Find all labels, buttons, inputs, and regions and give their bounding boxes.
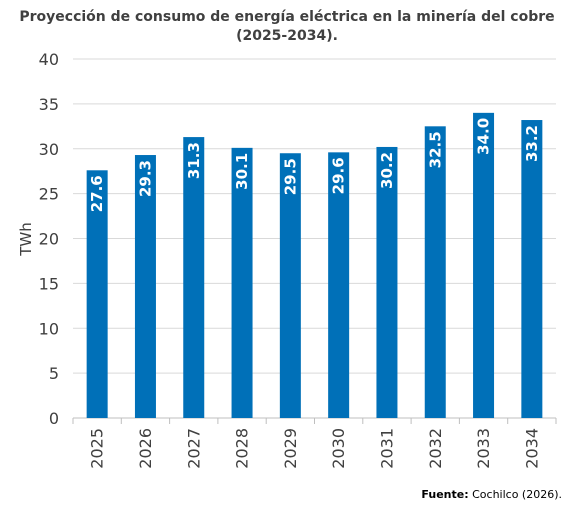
x-tick-label-2025: 2025 [88, 428, 107, 469]
y-tick-label: 20 [39, 230, 59, 249]
x-tick-label-2026: 2026 [136, 428, 155, 469]
x-tick-label-2028: 2028 [233, 428, 252, 469]
y-axis-label: TWh [17, 222, 35, 257]
bar-2026 [134, 155, 156, 418]
x-tick-label-2030: 2030 [329, 428, 348, 469]
data-label-2034: 33.2 [523, 125, 541, 162]
bar-2030 [328, 152, 350, 418]
x-tick-label-2031: 2031 [377, 428, 396, 469]
bar-2033 [473, 112, 495, 418]
bar-2029 [279, 153, 301, 419]
data-label-2033: 34.0 [475, 118, 493, 155]
bars [86, 112, 543, 419]
data-label-2030: 29.6 [330, 157, 348, 194]
bar-2028 [231, 147, 253, 419]
data-label-2026: 29.3 [136, 160, 154, 197]
bar-2027 [183, 137, 205, 418]
y-tick-label: 40 [39, 50, 59, 69]
data-label-2031: 30.2 [378, 152, 396, 189]
x-tick-label-2027: 2027 [184, 428, 203, 469]
y-tick-label: 35 [39, 95, 59, 114]
chart-title: Proyección de consumo de energía eléctri… [0, 8, 574, 46]
data-label-2029: 29.5 [281, 158, 299, 195]
y-tick-label: 10 [39, 319, 59, 338]
data-label-2027: 31.3 [185, 142, 203, 179]
bar-2025 [86, 170, 108, 418]
y-tick-label: 5 [49, 364, 59, 383]
y-tick-label: 15 [39, 274, 59, 293]
data-labels: 27.6 29.3 31.3 30.1 29.5 29.6 30.2 32.5 34.0 33.2 [88, 118, 541, 212]
chart-title-line-2: (2025-2034). [236, 28, 338, 44]
x-tick-label-2033: 2033 [474, 428, 493, 469]
source-label: Fuente: [421, 488, 469, 501]
chart-title-line-1: Proyección de consumo de energía eléctri… [19, 9, 555, 25]
x-tick-label-2032: 2032 [426, 428, 445, 469]
y-tick-label: 25 [39, 185, 59, 204]
x-tick-label-2029: 2029 [281, 428, 300, 469]
data-label-2028: 30.1 [233, 153, 251, 190]
y-tick-label: 30 [39, 140, 59, 159]
data-label-2032: 32.5 [426, 131, 444, 168]
source-note: Fuente: Cochilco (2026). [421, 488, 562, 501]
bar-2031 [376, 146, 398, 418]
source-text: Cochilco (2026). [472, 488, 562, 501]
bar-2034 [521, 120, 543, 418]
data-label-2025: 27.6 [88, 175, 106, 212]
y-tick-label: 0 [49, 409, 59, 428]
bar-2032 [424, 126, 446, 418]
x-tick-label-2034: 2034 [522, 428, 541, 469]
